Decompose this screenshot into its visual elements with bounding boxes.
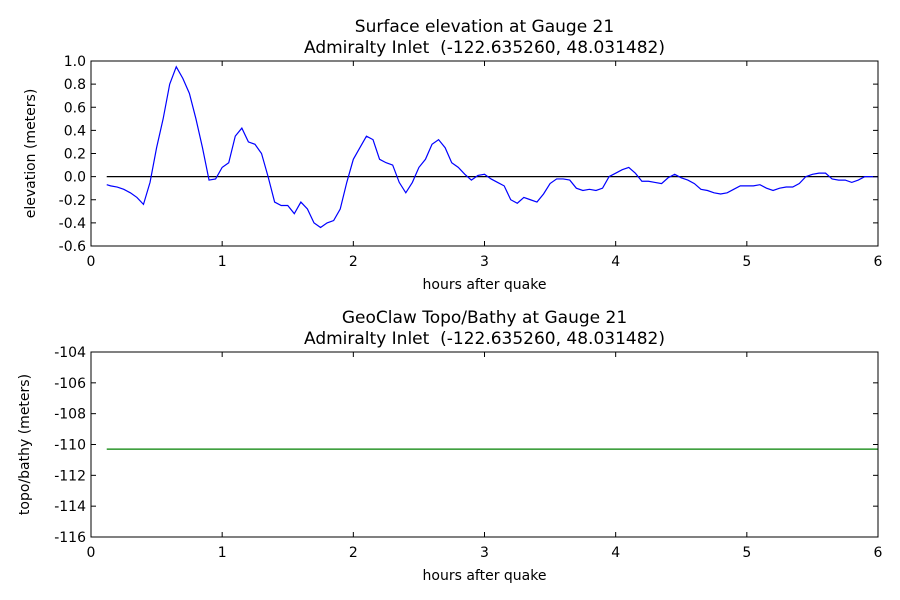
chart-title: Surface elevation at Gauge 21: [355, 17, 614, 37]
data-line: [106, 65, 878, 229]
y-tick-label: 0.2: [64, 147, 86, 163]
x-tick-label: 1: [218, 254, 227, 270]
x-tick-label: 5: [742, 545, 751, 561]
y-tick-label: -106: [54, 376, 86, 392]
x-tick-label: 2: [349, 254, 358, 270]
x-tick-label: 0: [87, 254, 96, 270]
y-tick-label: 1.0: [64, 54, 86, 70]
x-tick-label: 4: [611, 545, 620, 561]
plot-frame: [90, 351, 879, 538]
y-tick-label: 0.8: [64, 77, 86, 93]
y-tick-label: -108: [54, 407, 86, 423]
x-tick-label: 4: [611, 254, 620, 270]
y-tick-label: -116: [54, 530, 86, 546]
x-tick-label: 2: [349, 545, 358, 561]
x-tick-label: 0: [87, 545, 96, 561]
chart-subtitle: Admiralty Inlet (-122.635260, 48.031482): [304, 329, 665, 349]
y-tick-label: 0.6: [64, 100, 86, 116]
y-tick-label: -104: [54, 345, 86, 361]
y-tick-label: -0.2: [59, 193, 86, 209]
y-tick-label: -0.6: [59, 239, 86, 255]
y-axis-label: topo/bathy (meters): [17, 374, 33, 515]
x-tick-label: 3: [480, 545, 489, 561]
x-axis-label: hours after quake: [423, 277, 547, 293]
plot-frame: [90, 60, 879, 247]
x-tick-label: 5: [742, 254, 751, 270]
chart-title: GeoClaw Topo/Bathy at Gauge 21: [342, 308, 627, 328]
x-tick-label: 1: [218, 545, 227, 561]
y-tick-label: -110: [54, 438, 86, 454]
y-tick-label: -112: [54, 468, 86, 484]
chart-subtitle: Admiralty Inlet (-122.635260, 48.031482): [304, 38, 665, 58]
x-tick-label: 6: [874, 254, 883, 270]
y-axis-label: elevation (meters): [23, 89, 39, 219]
y-tick-label: -0.4: [59, 216, 86, 232]
y-tick-label: 0.4: [64, 123, 86, 139]
x-axis-label: hours after quake: [423, 568, 547, 584]
x-tick-label: 3: [480, 254, 489, 270]
x-tick-label: 6: [874, 545, 883, 561]
y-tick-label: -114: [54, 499, 86, 515]
y-tick-label: 0.0: [64, 170, 86, 186]
